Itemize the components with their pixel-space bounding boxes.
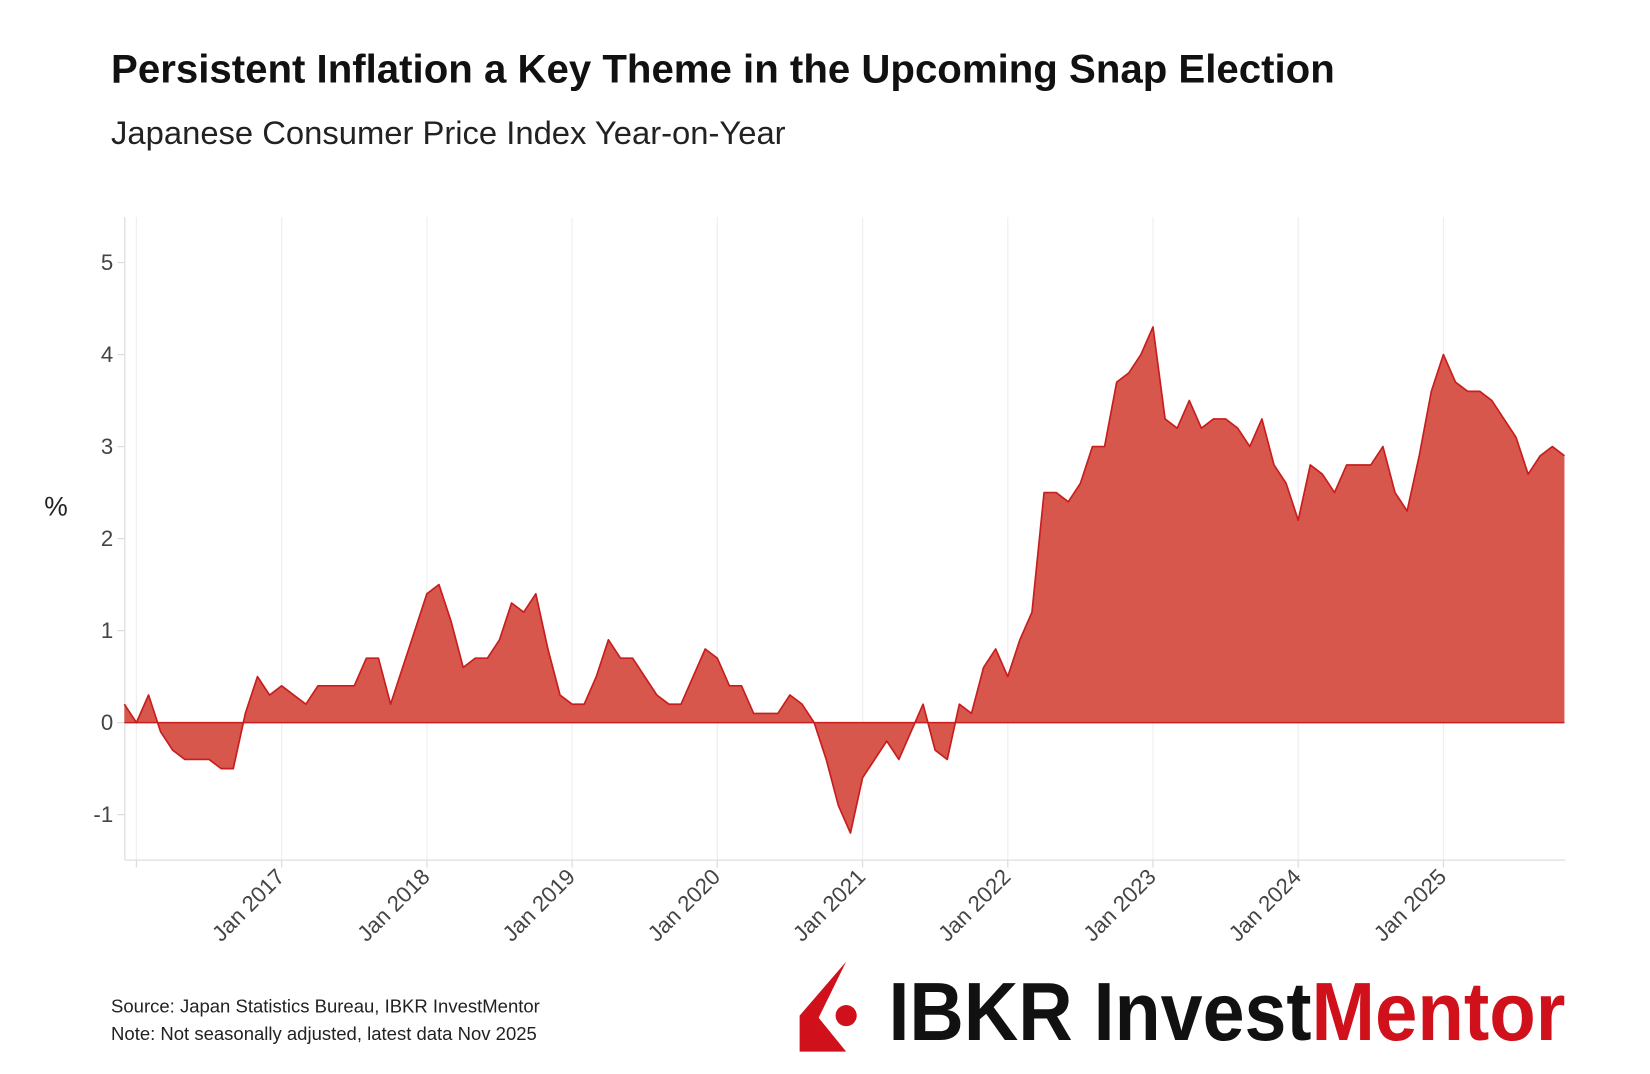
x-tick-label: Jan 2017 bbox=[207, 864, 289, 946]
x-tick-label: Jan 2023 bbox=[1078, 864, 1160, 946]
y-tick-label: 0 bbox=[101, 710, 113, 735]
y-ticks: 5 4 3 2 1 0 -1 bbox=[93, 250, 125, 827]
data-note: Note: Not seasonally adjusted, latest da… bbox=[111, 1023, 537, 1044]
x-tick-label: Jan 2021 bbox=[788, 864, 870, 946]
y-tick-label: 4 bbox=[101, 342, 113, 367]
y-tick-label: 1 bbox=[101, 618, 113, 643]
logo-text-mentor: Mentor bbox=[1312, 966, 1566, 1058]
logo-text-ibkr-invest: IBKR Invest bbox=[888, 966, 1311, 1058]
chart-title: Persistent Inflation a Key Theme in the … bbox=[111, 47, 1335, 92]
y-axis-label: % bbox=[44, 491, 68, 521]
y-tick-label: 5 bbox=[101, 250, 113, 275]
x-ticks: Jan 2017 Jan 2018 Jan 2019 Jan 2020 Jan 2021… bbox=[135, 860, 1451, 946]
x-tick-label: Jan 2022 bbox=[933, 864, 1015, 946]
x-tick-label: Jan 2018 bbox=[352, 864, 434, 946]
chart-subtitle: Japanese Consumer Price Index Year-on-Ye… bbox=[111, 114, 786, 151]
y-tick-label: 2 bbox=[101, 526, 113, 551]
cpi-area-fill bbox=[124, 326, 1565, 834]
y-tick-label: -1 bbox=[93, 802, 113, 827]
logo-dot-icon bbox=[835, 1005, 857, 1027]
x-tick-label: Jan 2019 bbox=[498, 864, 580, 946]
series-area bbox=[123, 326, 1565, 834]
cpi-line bbox=[123, 326, 1565, 834]
source-note: Source: Japan Statistics Bureau, IBKR In… bbox=[111, 995, 540, 1016]
x-tick-label: Jan 2025 bbox=[1369, 864, 1451, 946]
ibkr-logo: IBKR Invest Mentor bbox=[799, 961, 1566, 1058]
x-tick-label: Jan 2020 bbox=[643, 864, 725, 946]
y-tick-label: 3 bbox=[101, 434, 113, 459]
x-tick-label: Jan 2024 bbox=[1224, 864, 1306, 946]
logo-mark-icon bbox=[799, 961, 847, 1052]
